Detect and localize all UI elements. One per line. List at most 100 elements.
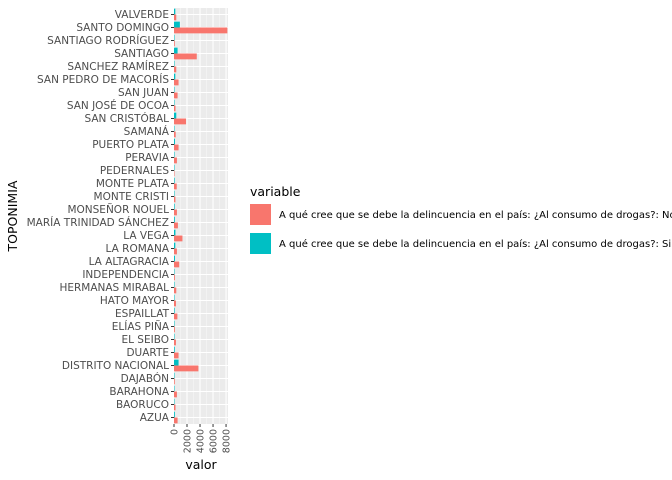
bar-si	[174, 294, 175, 301]
category-label: VALVERDE	[115, 9, 169, 21]
bar-no	[174, 339, 176, 346]
legend-key	[250, 204, 271, 225]
category-label: MARÍA TRINIDAD SÁNCHEZ	[27, 216, 169, 229]
category-label: SAN PEDRO DE MACORÍS	[37, 73, 169, 86]
legend-label: A qué cree que se debe la delincuencia e…	[279, 238, 671, 250]
bar-si	[174, 411, 175, 418]
x-tick-label: 4000	[196, 429, 207, 453]
bar-si	[174, 86, 175, 93]
category-label: LA ALTAGRACIA	[89, 256, 170, 268]
bar-si	[174, 216, 175, 223]
bar-si	[174, 47, 178, 54]
category-label: HATO MAYOR	[100, 295, 169, 307]
category-label: PEDERNALES	[100, 165, 170, 177]
bar-si	[174, 177, 175, 184]
bar-no	[174, 105, 176, 112]
bar-si	[174, 99, 175, 106]
category-label: INDEPENDENCIA	[82, 269, 169, 281]
bar-si	[174, 398, 175, 405]
bar-si	[174, 359, 179, 366]
bar-si	[174, 34, 175, 41]
bar-no	[174, 404, 176, 411]
bar-si	[174, 268, 175, 275]
category-label: EL SEIBO	[121, 334, 169, 346]
bar-no	[174, 27, 228, 34]
category-label: DUARTE	[126, 347, 169, 359]
bar-no	[174, 53, 197, 60]
panel-background	[174, 8, 228, 424]
legend: variable A qué cree que se debe la delin…	[250, 184, 672, 254]
bar-si	[174, 307, 175, 314]
bar-si	[174, 203, 175, 210]
bar-no	[174, 287, 177, 294]
legend-key	[250, 233, 271, 254]
bar-no	[174, 235, 183, 242]
bar-no	[174, 14, 177, 21]
category-label: DISTRITO NACIONAL	[62, 360, 169, 372]
category-label: DAJABÓN	[121, 372, 169, 385]
bar-si	[174, 125, 175, 132]
bar-no	[174, 196, 176, 203]
bar-no	[174, 79, 179, 86]
x-tick-label: 6000	[209, 429, 220, 453]
bar-no	[174, 261, 180, 268]
category-label: AZUA	[140, 412, 170, 424]
category-label: SAN JOSÉ DE OCOA	[67, 99, 170, 112]
x-tick-label: 8000	[222, 429, 233, 453]
category-label: PERAVIA	[125, 152, 170, 164]
bar-no	[174, 209, 177, 216]
bar-si	[174, 138, 175, 145]
bar-no	[174, 274, 175, 281]
legend-label: A qué cree que se debe la delincuencia e…	[279, 209, 672, 221]
category-label: MONSEÑOR NOUEL	[67, 203, 169, 216]
bar-no	[174, 222, 178, 229]
bar-si	[174, 60, 175, 67]
bar-no	[174, 66, 177, 73]
bar-si	[174, 8, 176, 15]
bar-si	[174, 73, 176, 80]
bar-no	[174, 131, 176, 138]
bar-no	[174, 157, 177, 164]
bar-no	[174, 40, 175, 47]
bar-no	[174, 391, 177, 398]
bar-no	[174, 352, 179, 359]
category-label: LA ROMANA	[106, 243, 170, 255]
bar-si	[174, 372, 175, 379]
bar-si	[174, 346, 175, 353]
category-label: ELÍAS PIÑA	[112, 320, 170, 333]
bar-si	[174, 255, 175, 262]
bar-no	[174, 365, 199, 372]
category-label: SAMANÁ	[124, 125, 170, 138]
category-label: SANTIAGO RODRÍGUEZ	[47, 34, 169, 47]
category-label: ESPAILLAT	[115, 308, 170, 320]
bar-no	[174, 183, 177, 190]
y-axis-title: TOPONIMIA	[5, 180, 20, 252]
category-label: MONTE PLATA	[96, 178, 170, 190]
category-label: BARAHONA	[109, 386, 169, 398]
bar-no	[174, 144, 179, 151]
x-axis-title: valor	[185, 457, 217, 472]
bar-no	[174, 118, 187, 125]
bar-no	[174, 92, 178, 99]
category-label: SAN CRISTÓBAL	[84, 112, 169, 125]
bar-si	[174, 151, 175, 158]
category-label: BAORUCO	[116, 399, 169, 411]
x-tick-label: 0	[170, 429, 181, 435]
bar-si	[174, 190, 175, 197]
bar-si	[174, 229, 176, 236]
bar-no	[174, 378, 175, 385]
legend-title: variable	[250, 184, 301, 199]
plot-panel	[173, 8, 228, 424]
bar-si	[174, 333, 175, 340]
bar-si	[174, 281, 175, 288]
category-label: SAN JUAN	[118, 87, 169, 99]
category-label: HERMANAS MIRABAL	[59, 282, 169, 294]
bar-si	[174, 242, 176, 249]
bar-no	[174, 417, 178, 424]
x-tick-label: 2000	[183, 429, 194, 453]
category-label: SANCHEZ RAMÍREZ	[67, 60, 169, 73]
bar-si	[174, 112, 177, 119]
category-label: PUERTO PLATA	[92, 139, 170, 151]
